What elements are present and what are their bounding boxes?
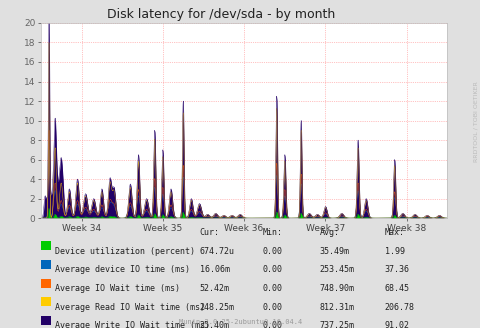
Text: 37.36: 37.36	[384, 265, 409, 274]
Text: 0.00: 0.00	[262, 303, 282, 312]
Text: 52.42m: 52.42m	[199, 284, 229, 293]
Text: Munin 2.0.25-2ubuntu0.16.04.4: Munin 2.0.25-2ubuntu0.16.04.4	[179, 319, 301, 325]
Text: Disk latency for /dev/sda - by month: Disk latency for /dev/sda - by month	[107, 8, 335, 21]
Text: Average device IO time (ms): Average device IO time (ms)	[55, 265, 190, 274]
Text: Average IO Wait time (ms): Average IO Wait time (ms)	[55, 284, 180, 293]
Text: Max:: Max:	[384, 228, 404, 237]
Text: Average Write IO Wait time (ms): Average Write IO Wait time (ms)	[55, 321, 210, 328]
Text: 737.25m: 737.25m	[319, 321, 354, 328]
Text: 16.06m: 16.06m	[199, 265, 229, 274]
Text: 253.45m: 253.45m	[319, 265, 354, 274]
Text: 0.00: 0.00	[262, 284, 282, 293]
Text: 68.45: 68.45	[384, 284, 409, 293]
Text: 812.31m: 812.31m	[319, 303, 354, 312]
Text: 248.25m: 248.25m	[199, 303, 234, 312]
Text: 674.72u: 674.72u	[199, 247, 234, 256]
Text: 25.40m: 25.40m	[199, 321, 229, 328]
Text: Avg:: Avg:	[319, 228, 339, 237]
Text: 0.00: 0.00	[262, 321, 282, 328]
Text: Cur:: Cur:	[199, 228, 219, 237]
Text: 748.90m: 748.90m	[319, 284, 354, 293]
Text: 35.49m: 35.49m	[319, 247, 349, 256]
Text: Min:: Min:	[262, 228, 282, 237]
Text: 91.02: 91.02	[384, 321, 409, 328]
Text: 0.00: 0.00	[262, 247, 282, 256]
Text: 1.99: 1.99	[384, 247, 404, 256]
Text: 206.78: 206.78	[384, 303, 414, 312]
Text: Device utilization (percent): Device utilization (percent)	[55, 247, 195, 256]
Text: Average Read IO Wait time (ms): Average Read IO Wait time (ms)	[55, 303, 205, 312]
Text: 0.00: 0.00	[262, 265, 282, 274]
Text: RRDTOOL / TOBI OETIKER: RRDTOOL / TOBI OETIKER	[473, 81, 478, 162]
